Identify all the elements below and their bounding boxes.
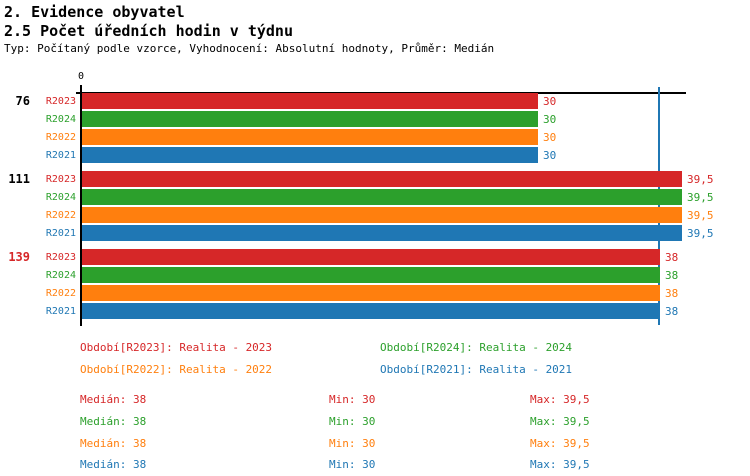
report-subtitle: Typ: Počítaný podle vzorce, Vyhodnocení:… — [4, 42, 495, 55]
legend-item-r2021: Období[R2021]: Realita - 2021 — [380, 363, 573, 376]
stats-min-r2022: Min: 30 — [329, 437, 376, 450]
median-reference-line — [658, 87, 660, 325]
series-row-label: R2024 — [45, 113, 76, 125]
bar — [82, 92, 538, 109]
bar — [82, 188, 682, 205]
category-label: 111 — [8, 171, 30, 186]
bar — [82, 207, 682, 224]
stats-median-r2024: Medián: 38 — [80, 415, 147, 428]
bar-value-label: 30 — [543, 131, 557, 145]
stats-max-r2023: Max: 39,5 — [530, 393, 590, 406]
legend-item-r2023: Období[R2023]: Realita - 2023 — [80, 341, 273, 354]
legend-item-r2022: Období[R2022]: Realita - 2022 — [80, 363, 273, 376]
series-row-label: R2022 — [45, 132, 76, 144]
report-section-title: 2. Evidence obyvatel — [4, 3, 185, 21]
bar-value-label: 39,5 — [687, 209, 714, 223]
series-row-label: R2021 — [45, 228, 76, 240]
bar-value-label: 30 — [543, 94, 557, 108]
bar-value-label: 30 — [543, 112, 557, 126]
legend-item-r2024: Období[R2024]: Realita - 2024 — [380, 341, 573, 354]
stats-max-r2024: Max: 39,5 — [530, 415, 590, 428]
bar — [82, 225, 682, 242]
bar-value-label: 38 — [665, 250, 679, 264]
series-row-label: R2023 — [45, 251, 76, 263]
stats-max-r2022: Max: 39,5 — [530, 437, 590, 450]
series-row-label: R2024 — [45, 191, 76, 203]
stats-min-r2021: Min: 30 — [329, 458, 376, 471]
stats-median-r2021: Medián: 38 — [80, 458, 147, 471]
bar-value-label: 38 — [665, 305, 679, 319]
bar — [82, 248, 660, 265]
bar-value-label: 38 — [665, 287, 679, 301]
bar — [82, 129, 538, 146]
category-label: 76 — [15, 93, 30, 108]
bar — [82, 170, 682, 187]
bar-value-label: 39,5 — [687, 172, 714, 186]
stats-median-r2023: Medián: 38 — [80, 393, 147, 406]
bar-value-label: 30 — [543, 149, 557, 163]
x-axis-origin-tick-label: 0 — [77, 71, 85, 82]
stats-median-r2022: Medián: 38 — [80, 437, 147, 450]
stats-min-r2023: Min: 30 — [329, 393, 376, 406]
stats-min-r2024: Min: 30 — [329, 415, 376, 428]
series-row-label: R2021 — [45, 306, 76, 318]
bar-value-label: 39,5 — [687, 190, 714, 204]
report-indicator-title: 2.5 Počet úředních hodin v týdnu — [4, 22, 293, 40]
series-row-label: R2023 — [45, 95, 76, 107]
series-row-label: R2021 — [45, 150, 76, 162]
bar — [82, 147, 538, 164]
stats-max-r2021: Max: 39,5 — [530, 458, 590, 471]
bar-value-label: 39,5 — [687, 227, 714, 241]
series-row-label: R2022 — [45, 210, 76, 222]
y-axis-line — [80, 85, 82, 326]
series-row-label: R2023 — [45, 173, 76, 185]
series-row-label: R2022 — [45, 288, 76, 300]
bar-value-label: 38 — [665, 268, 679, 282]
bar — [82, 303, 660, 320]
bar — [82, 110, 538, 127]
bar — [82, 285, 660, 302]
category-label: 139 — [8, 249, 30, 264]
series-row-label: R2024 — [45, 269, 76, 281]
bar — [82, 266, 660, 283]
